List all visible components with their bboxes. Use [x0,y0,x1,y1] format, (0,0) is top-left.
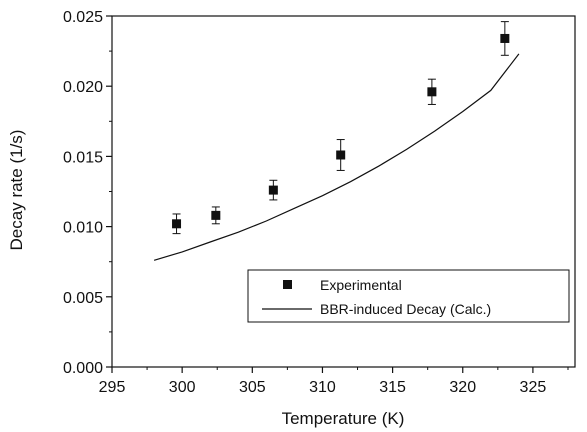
experimental-point [211,210,221,220]
y-axis-title: Decay rate (1/s) [7,130,26,251]
experimental-point [500,33,510,43]
experimental-point [427,87,437,97]
y-tick-label: 0.005 [63,290,103,307]
x-axis-title: Temperature (K) [282,409,405,428]
legend: Experimental BBR-induced Decay (Calc.) [247,269,570,323]
legend-box [247,269,570,323]
x-tick-label: 300 [169,379,196,396]
y-tick-label: 0.020 [63,79,103,96]
y-axis: 0.000 0.005 0.010 0.015 0.020 0.025 [63,9,112,377]
experimental-point [172,219,182,229]
calc-decay-line [153,53,520,261]
x-tick-label: 320 [449,379,476,396]
y-tick-label: 0.025 [63,9,103,26]
y-tick-label: 0.010 [63,220,103,237]
legend-label-experimental: Experimental [320,277,402,293]
x-tick-label: 305 [239,379,266,396]
x-axis: 295 300 305 310 315 320 325 [99,367,569,396]
x-tick-label: 310 [309,379,336,396]
experimental-point [336,150,346,160]
x-tick-label: 315 [379,379,406,396]
y-tick-label: 0.015 [63,149,103,166]
y-tick-label: 0.000 [63,360,103,377]
experimental-point [268,185,278,195]
legend-marker-experimental [283,280,292,289]
x-tick-label: 295 [99,379,126,396]
x-tick-label: 325 [520,379,547,396]
series-layer [153,21,520,261]
legend-label-calc: BBR-induced Decay (Calc.) [320,301,491,317]
